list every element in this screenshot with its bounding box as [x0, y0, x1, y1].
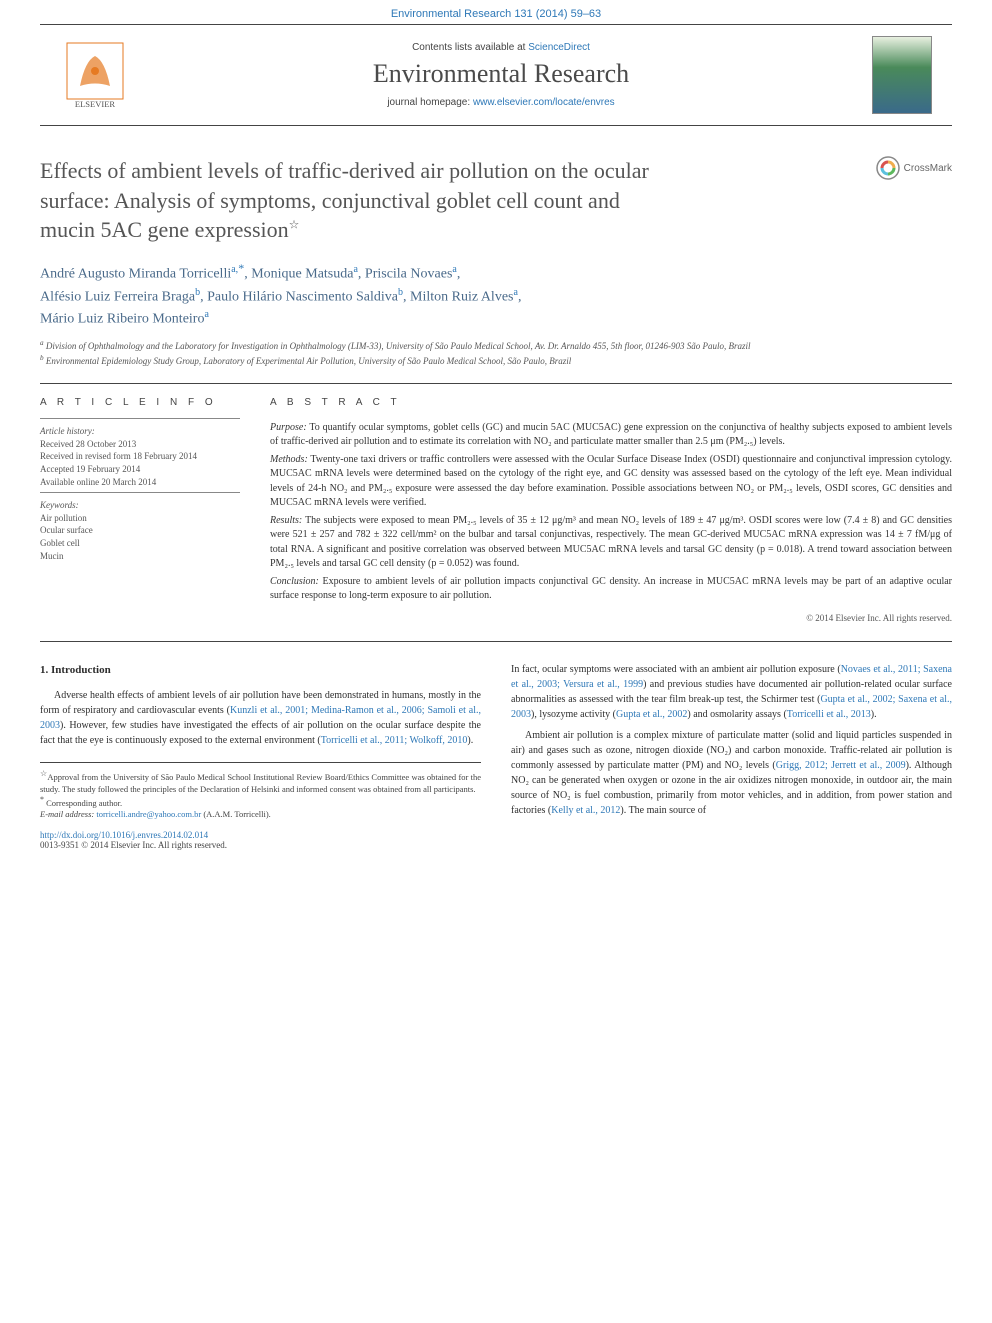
keyword: Ocular surface — [40, 524, 240, 537]
footnotes-block: ☆Approval from the University of São Pau… — [40, 762, 481, 821]
separator-rule — [40, 383, 952, 384]
journal-homepage: journal homepage: www.elsevier.com/locat… — [130, 97, 872, 108]
history-label: Article history: — [40, 425, 240, 438]
article-title: Effects of ambient levels of traffic-der… — [40, 156, 952, 245]
sciencedirect-link[interactable]: ScienceDirect — [528, 42, 590, 53]
journal-title: Environmental Research — [130, 59, 872, 89]
revised-date: Received in revised form 18 February 201… — [40, 450, 240, 463]
citation-link[interactable]: Gupta et al., 2002 — [616, 709, 687, 720]
keyword: Goblet cell — [40, 537, 240, 550]
body-paragraph: Ambient air pollution is a complex mixtu… — [511, 728, 952, 818]
journal-cover-thumbnail — [872, 36, 932, 114]
abstract-heading: A B S T R A C T — [270, 396, 952, 411]
abstract-purpose: Purpose: To quantify ocular symptoms, go… — [270, 421, 952, 450]
abstract-results: Results: The subjects were exposed to me… — [270, 514, 952, 572]
article-info-column: A R T I C L E I N F O Article history: R… — [40, 396, 240, 625]
online-date: Available online 20 March 2014 — [40, 476, 240, 489]
abstract-methods: Methods: Twenty-one taxi drivers or traf… — [270, 453, 952, 511]
body-right-column: In fact, ocular symptoms were associated… — [511, 662, 952, 824]
received-date: Received 28 October 2013 — [40, 438, 240, 451]
intro-heading: 1. Introduction — [40, 662, 481, 679]
abstract-column: A B S T R A C T Purpose: To quantify ocu… — [270, 396, 952, 625]
separator-rule — [40, 641, 952, 642]
keyword: Mucin — [40, 550, 240, 563]
elsevier-logo: ELSEVIER — [60, 35, 130, 115]
email-link[interactable]: torricelli.andre@yahoo.com.br — [96, 809, 201, 819]
body-left-column: 1. Introduction Adverse health effects o… — [40, 662, 481, 824]
body-paragraph: In fact, ocular symptoms were associated… — [511, 662, 952, 722]
email-footnote: E-mail address: torricelli.andre@yahoo.c… — [40, 809, 481, 820]
abstract-copyright: © 2014 Elsevier Inc. All rights reserved… — [270, 612, 952, 625]
corresponding-author-footnote: * Corresponding author. — [40, 795, 481, 809]
footer-block: http://dx.doi.org/10.1016/j.envres.2014.… — [40, 830, 952, 850]
article-info-heading: A R T I C L E I N F O — [40, 396, 240, 410]
crossmark-badge[interactable]: CrossMark — [876, 156, 952, 180]
accepted-date: Accepted 19 February 2014 — [40, 463, 240, 476]
affiliation-a: a Division of Ophthalmology and the Labo… — [40, 338, 952, 353]
keyword: Air pollution — [40, 512, 240, 525]
authors-list: André Augusto Miranda Torricellia,*, Mon… — [40, 259, 952, 330]
keywords-label: Keywords: — [40, 499, 240, 512]
approval-footnote: ☆Approval from the University of São Pau… — [40, 769, 481, 795]
issn-line: 0013-9351 © 2014 Elsevier Inc. All right… — [40, 840, 227, 850]
doi-link[interactable]: http://dx.doi.org/10.1016/j.envres.2014.… — [40, 830, 208, 840]
journal-header: ELSEVIER Contents lists available at Sci… — [40, 24, 952, 126]
citation-link[interactable]: Torricelli et al., 2011; Wolkoff, 2010 — [321, 735, 468, 746]
affiliation-b: b Environmental Epidemiology Study Group… — [40, 353, 952, 368]
intro-paragraph: Adverse health effects of ambient levels… — [40, 688, 481, 748]
homepage-link[interactable]: www.elsevier.com/locate/envres — [473, 97, 615, 108]
citation-link[interactable]: Torricelli et al., 2013 — [787, 709, 871, 720]
contents-available: Contents lists available at ScienceDirec… — [130, 42, 872, 53]
citation-link[interactable]: Grigg, 2012; Jerrett et al., 2009 — [776, 760, 906, 771]
citation-link[interactable]: Kelly et al., 2012 — [551, 805, 620, 816]
affiliations: a Division of Ophthalmology and the Labo… — [40, 338, 952, 367]
abstract-conclusion: Conclusion: Exposure to ambient levels o… — [270, 575, 952, 604]
journal-reference: Environmental Research 131 (2014) 59–63 — [0, 0, 992, 24]
publisher-name: ELSEVIER — [75, 99, 115, 109]
